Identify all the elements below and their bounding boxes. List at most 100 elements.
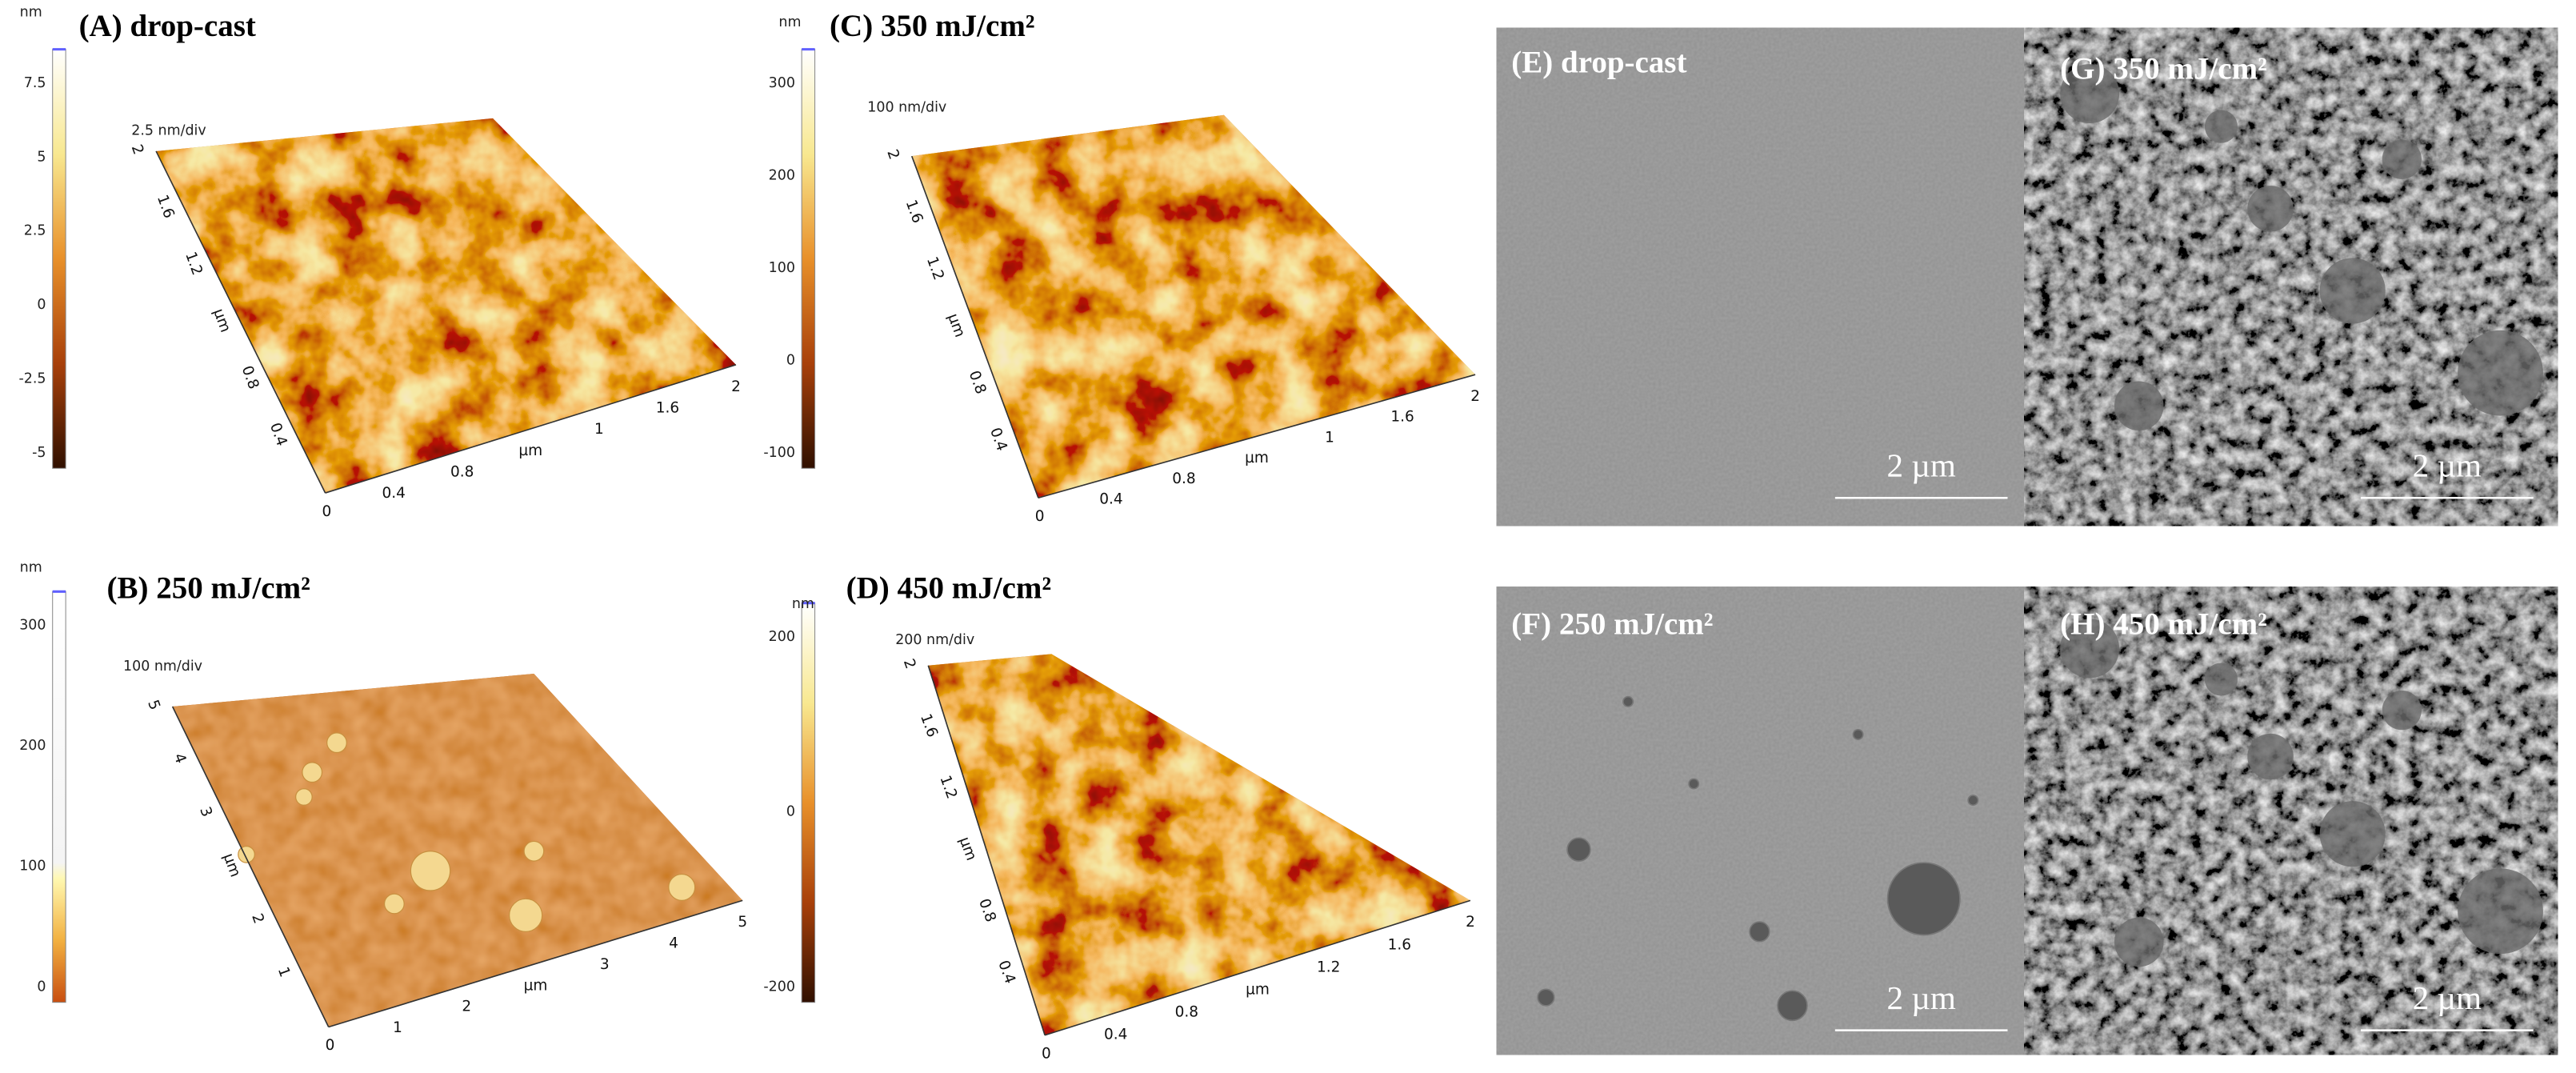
axis-left-label: 1.6 — [902, 198, 926, 226]
axis-left-label: 4 — [170, 751, 190, 766]
axis-bottom-label: 3 — [600, 956, 610, 973]
particle — [2114, 381, 2164, 431]
sem-panel: (G) 350 mJ/cm² 2 µm — [2024, 27, 2558, 526]
particle — [1967, 795, 1979, 807]
colorbar-tick-label: 100 — [769, 260, 795, 276]
axis-left-label: 2 — [883, 147, 902, 162]
colorbar-tick-label: -200 — [763, 979, 795, 995]
axis-left-label: 1.2 — [936, 773, 960, 801]
particle — [2458, 868, 2543, 955]
sem-image — [1496, 27, 2024, 526]
particle — [2247, 186, 2294, 232]
particle — [2204, 663, 2238, 696]
particle — [2060, 619, 2120, 679]
particle — [295, 788, 313, 806]
axis-left — [155, 150, 326, 494]
colorbar-tick-label: -2.5 — [18, 370, 46, 386]
axis-bottom — [1038, 374, 1476, 499]
colorbar-tick-label: 300 — [19, 618, 46, 634]
particle — [1777, 990, 1808, 1022]
axis-left-label: 2 — [128, 142, 147, 157]
axis-left-label: 0.8 — [966, 369, 990, 397]
colorbar-tick-label: 0 — [37, 979, 46, 995]
panel-label: (C) 350 mJ/cm² — [830, 9, 1034, 43]
axis-bottom-label: 0.8 — [1172, 470, 1195, 487]
panel-label: (A) drop-cast — [79, 9, 256, 43]
particle — [238, 845, 255, 863]
sem-panel: (F) 250 mJ/cm² 2 µm — [1496, 587, 2024, 1055]
particle — [2114, 917, 2164, 967]
colorbar-tick-label: -100 — [763, 445, 795, 461]
afm-surface — [911, 114, 1476, 498]
axis-left-label: 2 — [900, 657, 919, 671]
particle — [2060, 64, 2120, 124]
z-scale: 100 nm/div — [123, 659, 202, 675]
axis-bottom-label: 1 — [594, 421, 604, 438]
axis-left — [171, 706, 330, 1027]
axis-bottom-label: 1 — [393, 1019, 402, 1036]
axis-left-label: 0.4 — [986, 426, 1010, 454]
colorbar-tick-label: 5 — [37, 149, 46, 165]
axis-left-label: 1.2 — [182, 250, 206, 278]
axis-origin: 0 — [1042, 1046, 1051, 1063]
z-scale: 100 nm/div — [867, 100, 946, 116]
particle — [2382, 691, 2422, 731]
axis-bottom-label: 2 — [1470, 388, 1480, 405]
colorbar-tick-label: 200 — [769, 167, 795, 183]
particle — [1688, 778, 1700, 790]
axis-left-label: µm — [944, 311, 968, 339]
colorbar-tick-label: 200 — [769, 629, 795, 645]
panel-label: (B) 250 mJ/cm² — [106, 571, 310, 606]
sem-panel: (H) 450 mJ/cm² 2 µm — [2024, 587, 2558, 1055]
axis-bottom-label: 0.4 — [382, 485, 405, 502]
scale-bar-label: 2 µm — [2413, 979, 2482, 1016]
axis-left-label: 0.4 — [266, 421, 290, 449]
axis-bottom-label: 1.2 — [1317, 959, 1340, 975]
axis-origin: 0 — [1035, 508, 1045, 525]
particle — [383, 893, 405, 915]
axis-bottom-label: 1.6 — [1388, 936, 1411, 953]
colorbar-unit: nm — [20, 560, 42, 576]
colorbar-tick-label: 0 — [37, 297, 46, 313]
panel-label: (G) 350 mJ/cm² — [2060, 52, 2267, 86]
colorbar-unit: nm — [20, 5, 42, 21]
axis-left-label: 0.8 — [975, 896, 999, 924]
colorbar — [801, 603, 816, 1003]
afm-surface — [928, 654, 1470, 1035]
particle — [523, 840, 545, 862]
axis-bottom-label: 0.8 — [1175, 1003, 1198, 1020]
particle — [668, 873, 696, 901]
particle — [1749, 921, 1770, 943]
particle — [302, 762, 323, 783]
axis-bottom-label: 1 — [1325, 429, 1334, 446]
axis-bottom-label: 2 — [1466, 914, 1475, 931]
axis-left-label: 1.6 — [917, 711, 941, 739]
particle — [2319, 801, 2386, 867]
axis-left — [927, 665, 1046, 1036]
afm-panel: nm 300 200 100 0 -100 (C) 350 mJ/cm² 100 nm/div… — [763, 9, 1480, 525]
particle — [2247, 733, 2294, 780]
scale-bar-label: 2 µm — [1886, 979, 1955, 1016]
axis-bottom-label: µm — [1246, 981, 1270, 998]
axis-left-label: 1 — [274, 965, 294, 979]
axis-bottom — [325, 364, 737, 494]
colorbar — [801, 49, 816, 469]
panel-label: (F) 250 mJ/cm² — [1511, 607, 1713, 642]
axis-bottom-label: 2 — [731, 378, 741, 395]
z-scale: 2.5 nm/div — [131, 122, 206, 138]
afm-panel: nm 300 200 100 0 (B) 250 mJ/cm² 100 nm/div 0 1 2 µ… — [19, 560, 747, 1055]
colorbar-tick-label: 7.5 — [24, 75, 46, 91]
particle — [2319, 258, 2386, 324]
axis-bottom-label: 0.4 — [1099, 490, 1122, 507]
particle — [410, 851, 451, 891]
axis-bottom-label: 5 — [738, 914, 747, 931]
scale-bar-label: 2 µm — [1886, 447, 1955, 484]
colorbar-tick-label: 200 — [19, 738, 46, 754]
axis-bottom-label: µm — [1245, 450, 1269, 466]
axis-origin: 0 — [326, 1037, 335, 1054]
particle — [1886, 862, 1961, 936]
axis-bottom-label: 1.6 — [656, 399, 679, 416]
particle — [2204, 110, 2238, 143]
colorbar-tick-label: 300 — [769, 75, 795, 91]
